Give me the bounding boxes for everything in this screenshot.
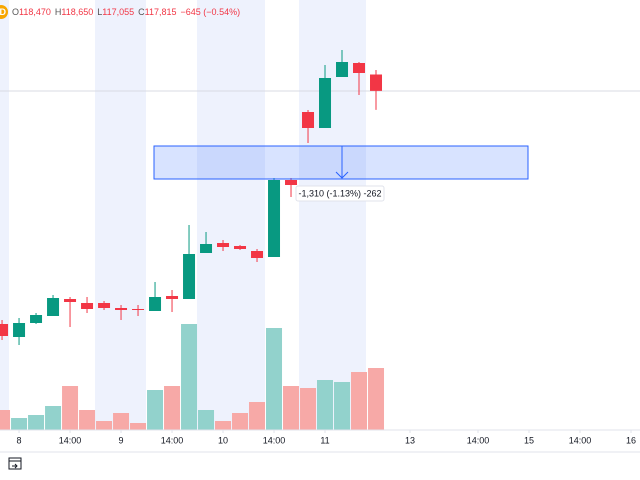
volume-bar: [198, 410, 215, 430]
candle-body: [234, 246, 247, 249]
x-tick-label: 14:00: [467, 435, 490, 445]
x-tick-label: 14:00: [161, 435, 184, 445]
volume-bar: [113, 413, 130, 430]
measure-tool[interactable]: -1,310 (-1.13%) -262: [153, 145, 529, 202]
volume-bar: [62, 386, 79, 430]
volume-bar: [45, 406, 62, 430]
candle-body: [370, 74, 383, 91]
x-tick-label: 11: [320, 435, 329, 445]
candle-body: [149, 297, 162, 311]
volume-bar: [300, 388, 317, 430]
volume-bar: [79, 410, 96, 430]
candle-body: [98, 303, 111, 308]
ohlc-key: C: [138, 7, 145, 17]
candle-body: [200, 244, 213, 253]
x-tick-label: 9: [119, 435, 124, 445]
measure-label: -1,310 (-1.13%) -262: [298, 188, 381, 198]
candle-body: [353, 63, 366, 73]
volume-bar: [283, 386, 300, 430]
ohlc-value: 117,055: [102, 7, 135, 17]
x-tick-label: 14:00: [263, 435, 286, 445]
session-band: [197, 0, 265, 430]
volume-bar: [164, 386, 181, 430]
candle-body: [302, 112, 315, 128]
candle-body: [183, 254, 196, 299]
x-tick-label: 10: [218, 435, 228, 445]
volume-bar: [249, 402, 266, 430]
measure-label-box: [295, 185, 385, 202]
ohlc-value: 118,470: [19, 7, 51, 17]
ohlc-key: L: [97, 7, 103, 17]
ohlc-items: O118,470 H118,650 L117,055 C117,815: [8, 7, 177, 17]
candle-layer: [0, 50, 383, 345]
candle-body: [115, 308, 128, 310]
volume-bar: [11, 418, 28, 430]
volume-layer: [0, 324, 385, 430]
x-axis: 8 14:00 9 14:00 10 14:00 11 13 14:00 15 14:00 16: [17, 430, 636, 445]
x-tick-label: 14:00: [569, 435, 592, 445]
session-band: [95, 0, 146, 430]
measure-arrowhead: [335, 171, 349, 179]
measure-box[interactable]: [153, 145, 529, 180]
session-band: [0, 0, 9, 430]
volume-bar: [130, 423, 147, 430]
ohlc-key: O: [12, 7, 20, 17]
volume-bar: [351, 372, 368, 430]
volume-bar: [28, 415, 45, 430]
candle-body: [217, 243, 230, 247]
ohlc-key: H: [54, 7, 62, 17]
ohlc-value: 117,815: [144, 7, 177, 17]
candle-body: [166, 296, 179, 299]
x-tick-label: 16: [626, 435, 636, 445]
candle-body: [251, 251, 264, 258]
volume-bar: [334, 382, 351, 430]
calendar-icon[interactable]: [8, 457, 22, 470]
candle-body: [64, 299, 77, 302]
volume-bar: [368, 368, 385, 430]
volume-bar: [96, 421, 113, 430]
x-tick-label: 8: [17, 435, 22, 445]
candle-body: [285, 180, 298, 185]
volume-bar: [0, 410, 11, 430]
candle-body: [268, 180, 281, 257]
ohlc-header: D O118,470 H118,650 L117,055 C117,815 −645 …: [0, 5, 240, 19]
candle-body: [30, 315, 43, 323]
candle-body: [319, 78, 332, 128]
volume-bar: [266, 328, 283, 430]
ohlc-value: 118,650: [61, 7, 94, 17]
candle-body: [13, 323, 26, 337]
x-tick-label: 14:00: [59, 435, 82, 445]
x-tick-label: 15: [524, 435, 534, 445]
candle-body: [336, 62, 349, 77]
calendar-icon-arrow: [12, 463, 18, 469]
volume-bar: [147, 390, 164, 430]
volume-bar: [215, 421, 232, 430]
change: −645 (−0.54%): [180, 7, 241, 17]
date-range-button[interactable]: [8, 457, 22, 470]
candle-body: [81, 303, 94, 309]
volume-bar: [181, 324, 198, 430]
volume-bar: [232, 413, 249, 430]
candle-body: [132, 309, 145, 310]
symbol-icon[interactable]: D: [0, 5, 8, 19]
volume-bar: [317, 380, 334, 430]
x-tick-label: 13: [405, 435, 415, 445]
candle-body: [47, 298, 60, 316]
candle-body: [0, 324, 9, 336]
